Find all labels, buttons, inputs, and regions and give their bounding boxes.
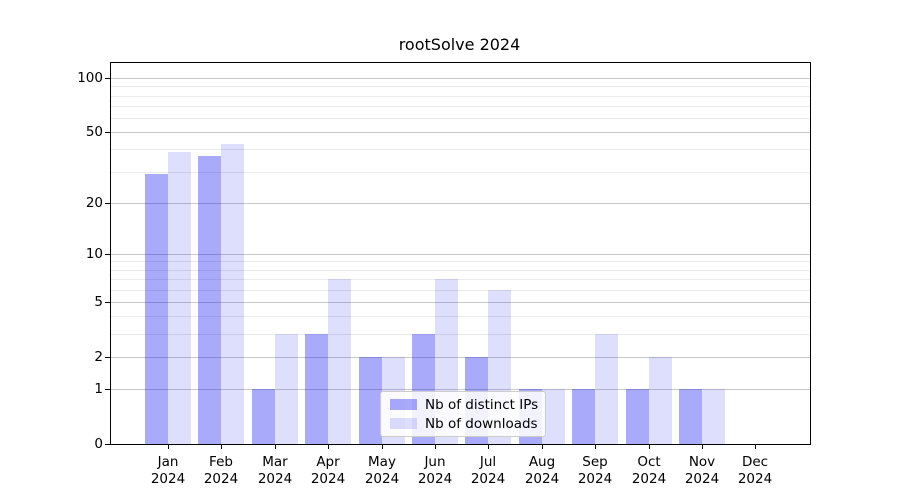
bar-distinct_ips-apr — [305, 334, 328, 444]
bar-downloads-sep — [595, 334, 618, 444]
legend-swatch-distinct-ips — [390, 399, 417, 410]
gridline-minor — [111, 106, 810, 107]
y-tick-label: 1 — [94, 381, 103, 397]
bar-distinct_ips-feb — [198, 155, 221, 444]
x-tick-label-oct: Oct 2024 — [621, 454, 677, 488]
gridline-minor — [111, 270, 810, 271]
x-tick-label-dec: Dec 2024 — [727, 454, 783, 488]
legend: Nb of distinct IPs Nb of downloads — [380, 391, 546, 437]
legend-swatch-downloads — [390, 418, 417, 429]
x-tick-label-feb: Feb 2024 — [193, 454, 249, 488]
x-tick-label-jul: Jul 2024 — [460, 454, 516, 488]
bar-distinct_ips-oct — [626, 389, 649, 444]
y-tick-mark — [105, 444, 110, 445]
legend-label-distinct-ips: Nb of distinct IPs — [425, 396, 539, 413]
x-tick-year: 2024 — [631, 471, 667, 487]
x-tick-label-mar: Mar 2024 — [247, 454, 303, 488]
bar-distinct_ips-mar — [252, 389, 275, 444]
gridline-minor — [111, 261, 810, 262]
gridline-minor — [111, 96, 810, 97]
legend-item-distinct-ips: Nb of distinct IPs — [381, 397, 545, 413]
gridline-minor — [111, 86, 810, 87]
x-tick-label-jan: Jan 2024 — [140, 454, 196, 488]
x-tick-mark — [649, 445, 650, 449]
chart-title: rootSolve 2024 — [398, 35, 521, 54]
x-tick-year: 2024 — [737, 471, 773, 487]
bar-distinct_ips-nov — [679, 389, 702, 444]
gridline-minor — [111, 172, 810, 173]
x-tick-mark — [328, 445, 329, 449]
legend-item-downloads: Nb of downloads — [381, 416, 545, 432]
gridline-major — [111, 132, 810, 133]
bar-downloads-nov — [702, 389, 725, 444]
x-tick-label-may: May 2024 — [354, 454, 410, 488]
y-tick-mark — [105, 254, 110, 255]
gridline-minor — [111, 316, 810, 317]
y-tick-label: 50 — [85, 124, 103, 140]
gridline-major — [111, 254, 810, 255]
gridline-minor — [111, 118, 810, 119]
gridline-major — [111, 203, 810, 204]
x-tick-label-nov: Nov 2024 — [674, 454, 730, 488]
y-tick-label: 100 — [77, 70, 103, 86]
x-tick-mark — [435, 445, 436, 449]
x-tick-label-jun: Jun 2024 — [407, 454, 463, 488]
bar-downloads-feb — [221, 143, 244, 444]
x-tick-mark — [488, 445, 489, 449]
x-tick-mark — [542, 445, 543, 449]
x-tick-year: 2024 — [684, 471, 720, 487]
y-tick-label: 5 — [94, 294, 103, 310]
bar-distinct_ips-sep — [572, 389, 595, 444]
bar-distinct_ips-jan — [145, 174, 168, 444]
gridline-minor — [111, 279, 810, 280]
x-tick-mark — [275, 445, 276, 449]
gridline-minor — [111, 290, 810, 291]
gridline-major — [111, 357, 810, 358]
y-tick-mark — [105, 357, 110, 358]
bar-downloads-mar — [275, 334, 298, 444]
x-tick-year: 2024 — [203, 471, 239, 487]
x-tick-year: 2024 — [524, 471, 560, 487]
x-tick-label-apr: Apr 2024 — [300, 454, 356, 488]
gridline-minor — [111, 149, 810, 150]
x-tick-mark — [755, 445, 756, 449]
x-tick-year: 2024 — [470, 471, 506, 487]
y-tick-label: 20 — [85, 195, 103, 211]
y-tick-mark — [105, 132, 110, 133]
x-tick-year: 2024 — [150, 471, 186, 487]
legend-label-downloads: Nb of downloads — [425, 415, 538, 432]
x-tick-mark — [168, 445, 169, 449]
y-tick-mark — [105, 302, 110, 303]
x-tick-year: 2024 — [577, 471, 613, 487]
x-tick-label-aug: Aug 2024 — [514, 454, 570, 488]
gridline-major — [111, 302, 810, 303]
x-tick-mark — [221, 445, 222, 449]
bar-downloads-jan — [168, 151, 191, 444]
x-tick-year: 2024 — [364, 471, 400, 487]
y-tick-label: 10 — [85, 246, 103, 262]
y-tick-label: 0 — [94, 436, 103, 452]
gridline-minor — [111, 334, 810, 335]
gridline-major — [111, 78, 810, 79]
bar-downloads-aug — [542, 389, 565, 444]
x-tick-mark — [595, 445, 596, 449]
x-tick-label-sep: Sep 2024 — [567, 454, 623, 488]
y-tick-mark — [105, 389, 110, 390]
plot-area: Nb of distinct IPs Nb of downloads 0 1 2 5 1… — [77, 62, 811, 487]
gridline-major — [111, 389, 810, 390]
x-tick-year: 2024 — [310, 471, 346, 487]
y-tick-mark — [105, 78, 110, 79]
y-tick-mark — [105, 203, 110, 204]
x-tick-mark — [702, 445, 703, 449]
bar-downloads-oct — [649, 356, 672, 444]
x-tick-year: 2024 — [257, 471, 293, 487]
y-tick-label: 2 — [94, 349, 103, 365]
x-tick-mark — [382, 445, 383, 449]
bar-distinct_ips-may — [359, 356, 382, 444]
bar-downloads-apr — [328, 279, 351, 444]
x-tick-year: 2024 — [417, 471, 453, 487]
